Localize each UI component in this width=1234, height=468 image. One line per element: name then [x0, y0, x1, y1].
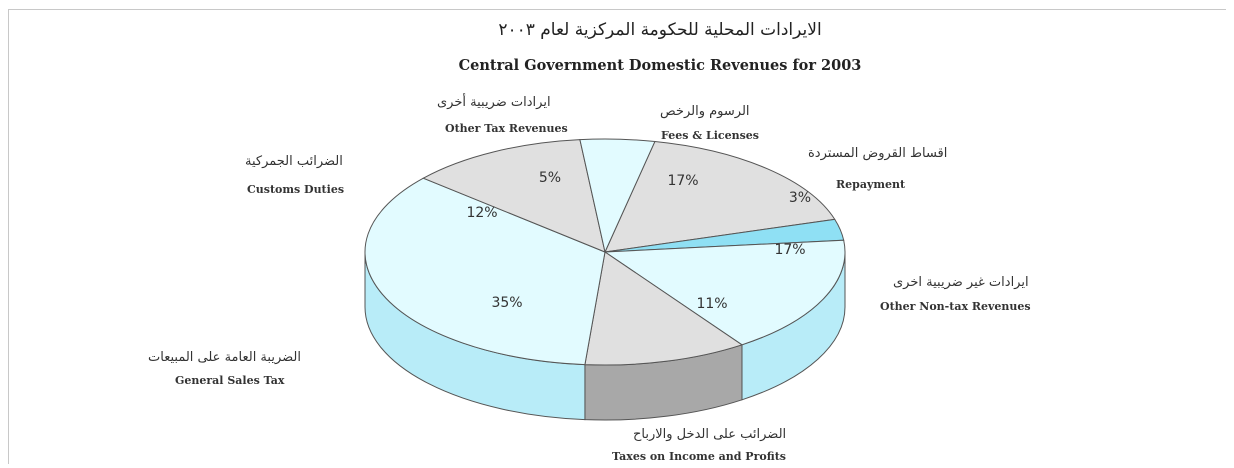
pie-slice-6 [579, 138, 656, 254]
chart-title: Central Government Domestic Revenues for… [458, 57, 862, 74]
chart-title-arabic: الايرادات المحلية للحكومة المركزية لعام … [498, 20, 822, 40]
label-en-fees: Fees & Licenses [661, 129, 759, 142]
pie-pct-label-6: 5% [539, 170, 561, 186]
label-ar-sales-tax: الضريبة العامة على المبيعات [148, 350, 301, 365]
pie-pct-label-0: 17% [667, 173, 698, 189]
label-ar-income-tax: الضرائب على الدخل والارباح [633, 427, 787, 442]
label-en-repayment: Repayment [836, 178, 906, 191]
chart-frame [8, 9, 1226, 464]
label-en-sales-tax: General Sales Tax [175, 374, 285, 387]
label-ar-customs: الضرائب الجمركية [245, 154, 343, 169]
pie-pct-label-1: 3% [789, 190, 811, 206]
label-en-customs: Customs Duties [247, 183, 345, 196]
label-en-other-nontax: Other Non-tax Revenues [880, 300, 1031, 313]
label-ar-other-tax: ايرادات ضريبية أخرى [437, 95, 551, 110]
pie-slice-4 [364, 177, 606, 366]
pie-pct-label-2: 17% [774, 242, 805, 258]
label-en-other-tax: Other Tax Revenues [445, 122, 568, 135]
label-ar-other-nontax: ايرادات غير ضريبية اخرى [893, 275, 1029, 290]
pie-slice-3 [584, 251, 744, 366]
pie-pct-label-3: 11% [696, 296, 727, 312]
label-ar-fees: الرسوم والرخص [660, 104, 750, 119]
pie-pct-label-4: 35% [491, 295, 522, 311]
pie-slice-2 [603, 239, 846, 346]
pie-slice-0 [604, 140, 836, 253]
pie-slice-5 [422, 139, 606, 253]
pie-pct-label-5: 12% [466, 205, 497, 221]
label-en-income-tax: Taxes on Income and Profits [612, 450, 786, 463]
label-ar-repayment: اقساط القروض المستردة [808, 146, 948, 161]
